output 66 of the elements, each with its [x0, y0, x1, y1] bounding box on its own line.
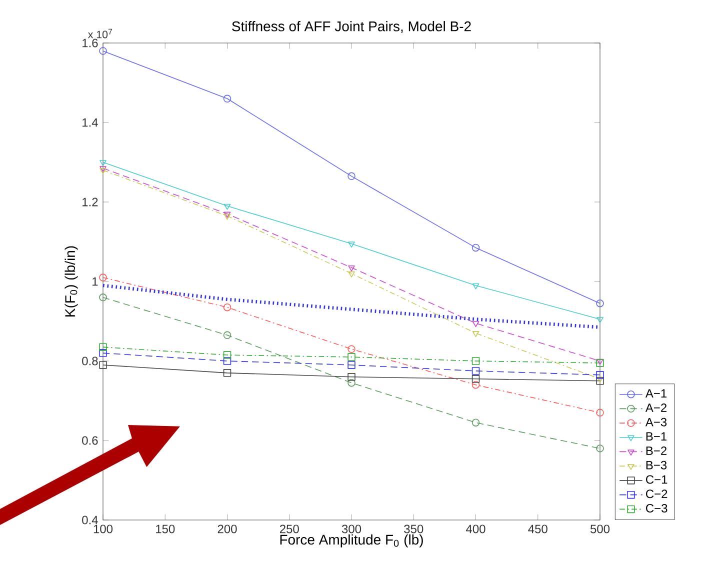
point: [99, 294, 107, 302]
point: [596, 299, 604, 308]
point: [472, 331, 480, 338]
point: [223, 303, 232, 312]
y-tick-label: 1.6: [82, 38, 98, 48]
point: [348, 265, 355, 272]
point: [348, 172, 356, 180]
point: [348, 353, 356, 361]
point: [348, 271, 355, 278]
point: [472, 244, 480, 252]
point: [100, 160, 106, 166]
legend-label: A−1: [645, 389, 666, 398]
legend-label: C−3: [646, 504, 668, 513]
point: [223, 357, 232, 365]
point: [223, 369, 232, 377]
y-tick-label: 0.4: [82, 516, 98, 524]
x-tick-label: 350: [404, 524, 424, 534]
point: [99, 47, 107, 55]
point: [348, 379, 356, 387]
legend-label: B−2: [646, 446, 666, 455]
y-tick-label: 1.2: [82, 198, 98, 206]
x-tick-label: 500: [590, 524, 610, 534]
point: [472, 283, 480, 290]
text: x 10$^{7}$: [88, 28, 112, 38]
point: [223, 94, 232, 103]
point: [472, 418, 480, 426]
y-tick-label: 1.4: [82, 118, 98, 127]
point: [472, 367, 480, 375]
x-tick-label: 150: [156, 524, 175, 534]
point: [472, 380, 480, 389]
point: [348, 242, 355, 248]
point: [99, 349, 107, 357]
x-tick-label: 450: [528, 524, 548, 534]
point: [223, 351, 232, 359]
y-tick-label: 0.6: [82, 436, 98, 445]
point: [472, 321, 480, 328]
legend-label: B−1: [646, 432, 666, 441]
point: [596, 371, 604, 379]
point: [348, 345, 356, 353]
point: [348, 373, 356, 381]
legend-label: C−2: [646, 490, 668, 498]
point: [99, 361, 107, 369]
point: [472, 375, 480, 383]
y-axis-title: K(F$_{0}$) (lb/in): [64, 246, 78, 316]
point: [596, 408, 604, 417]
legend-label: A−2: [645, 403, 666, 412]
chart-title: Stiffness of AFF Joint Pairs, Model B-2: [232, 21, 471, 33]
point: [596, 444, 604, 452]
point: [348, 361, 356, 369]
x-tick-label: 300: [342, 524, 362, 534]
point: [99, 274, 107, 282]
point: [596, 317, 604, 324]
legend-label: B−3: [646, 460, 667, 470]
point: [224, 204, 231, 210]
point: [99, 343, 107, 351]
y-tick-label: 1: [92, 277, 98, 286]
x-tick-label: 400: [466, 524, 486, 534]
x-tick-label: 250: [280, 524, 299, 534]
x-axis-title: Force Amplitude F$_{0}$ (lb): [280, 534, 423, 548]
x-tick-label: 100: [94, 524, 113, 534]
x-tick-label: 200: [218, 524, 237, 534]
legend-label: C−1: [646, 475, 668, 484]
legend-label: A−3: [645, 418, 667, 426]
y-tick-label: 0.8: [82, 356, 98, 366]
point: [223, 331, 232, 340]
point: [472, 357, 480, 365]
